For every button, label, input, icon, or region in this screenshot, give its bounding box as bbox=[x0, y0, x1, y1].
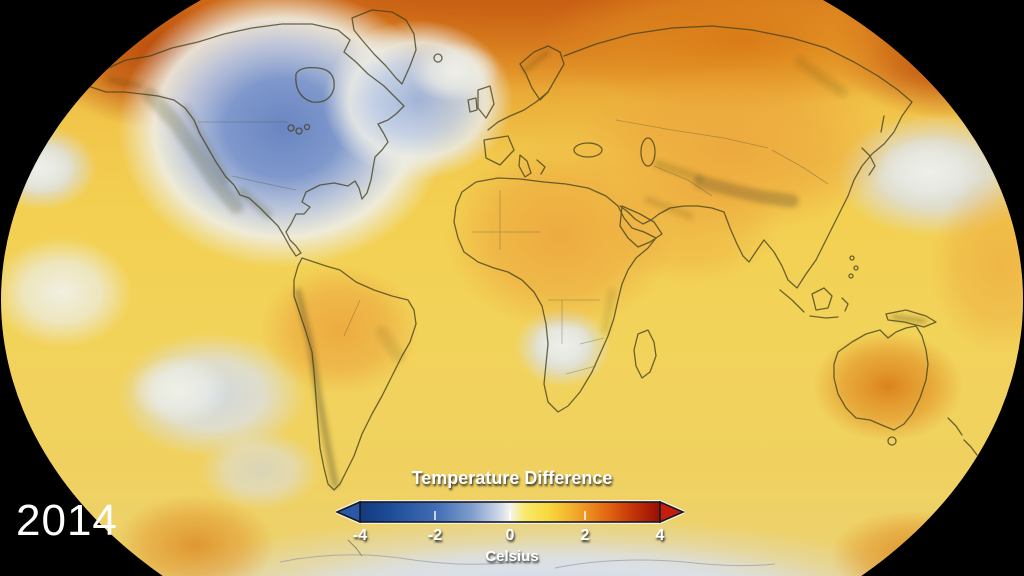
himalaya-shading bbox=[693, 175, 799, 208]
tick-label-4: 4 bbox=[655, 527, 665, 544]
eurasia-coast bbox=[563, 25, 913, 289]
madagascar-outline bbox=[633, 329, 657, 379]
colorbar-right-arrow bbox=[659, 500, 686, 524]
antarctic-coastlines bbox=[279, 539, 776, 569]
tick-label-2: 2 bbox=[580, 527, 590, 544]
new-zealand-outline bbox=[947, 417, 963, 436]
south-america-outline bbox=[293, 257, 417, 491]
continent-outlines bbox=[87, 9, 978, 491]
country-borders bbox=[198, 119, 829, 375]
scandinavia-outline bbox=[519, 45, 565, 101]
colorbar-left-arrow bbox=[334, 500, 361, 524]
andes-shading bbox=[294, 288, 339, 488]
italy-outline bbox=[518, 154, 532, 178]
africa-outline bbox=[453, 177, 657, 413]
warm-blob-brazil bbox=[260, 265, 420, 395]
tick-label-neg4: -4 bbox=[352, 527, 368, 544]
legend: Temperature Difference -4 -2 bbox=[334, 468, 690, 570]
arabia-outline bbox=[619, 205, 663, 248]
iberia-outline bbox=[483, 135, 515, 166]
year-label: 2014 bbox=[16, 496, 118, 545]
legend-unit-label: Celsius bbox=[485, 548, 539, 565]
cold-blob-north-atlantic bbox=[323, 20, 513, 180]
new-guinea-outline bbox=[885, 309, 937, 328]
rockies-shading bbox=[142, 87, 244, 214]
legend-title: Temperature Difference bbox=[411, 468, 613, 488]
colorbar bbox=[334, 500, 686, 524]
hudson-bay-outline bbox=[295, 66, 335, 103]
tick-label-0: 0 bbox=[505, 527, 515, 544]
japan-outline bbox=[861, 147, 876, 176]
tick-label-neg2: -2 bbox=[427, 527, 443, 544]
borneo-outline bbox=[811, 287, 833, 311]
britain-outline bbox=[477, 85, 495, 119]
europe-coast bbox=[487, 91, 549, 131]
ireland-outline bbox=[467, 97, 478, 113]
hot-blob-australia bbox=[813, 331, 963, 441]
australia-outline bbox=[833, 325, 929, 431]
north-america-outline bbox=[87, 23, 405, 257]
greenland-outline bbox=[351, 9, 417, 85]
colorbar-ticks bbox=[434, 511, 586, 520]
